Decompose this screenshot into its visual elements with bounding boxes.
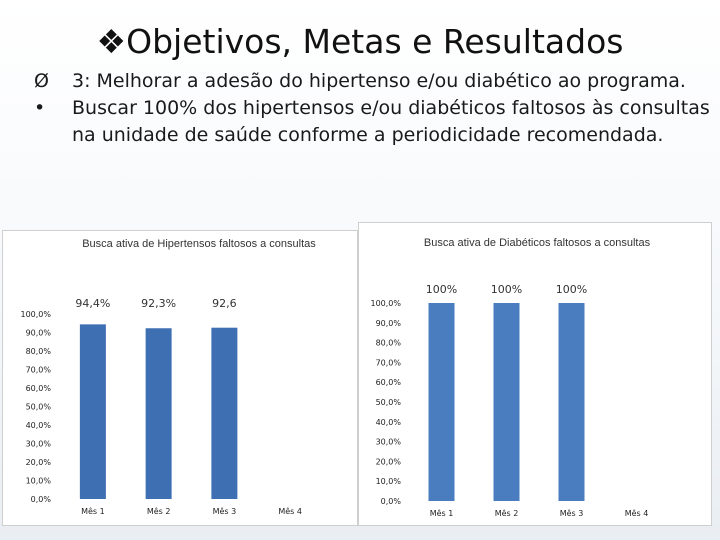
category-label: Mês 3 [213, 506, 237, 516]
dot-bullet-icon: • [34, 97, 46, 119]
slide-title-text: Objetivos, Metas e Resultados [126, 22, 624, 61]
chart-hipertensos: Busca ativa de Hipertensos faltosos a co… [2, 230, 358, 526]
y-tick-label: 60,0% [26, 384, 52, 393]
data-label: 100% [556, 283, 587, 296]
y-tick-label: 100,0% [370, 299, 401, 308]
bar [211, 327, 238, 499]
bar [428, 303, 455, 501]
y-tick-label: 80,0% [376, 339, 402, 348]
chart-title: Busca ativa de Diabéticos faltosos a con… [424, 237, 651, 249]
data-label: 100% [426, 283, 457, 296]
y-tick-label: 50,0% [26, 403, 52, 412]
slide-title: ❖Objetivos, Metas e Resultados [0, 22, 720, 61]
category-label: Mês 1 [81, 506, 105, 516]
y-tick-label: 30,0% [26, 440, 52, 449]
bullet-text: Buscar 100% dos hipertensos e/ou diabéti… [72, 97, 710, 146]
bullet-item: Ø 3: Melhorar a adesão do hipertenso e/o… [30, 68, 710, 95]
category-label: Mês 4 [278, 506, 302, 516]
chart-hipertensos-svg: Busca ativa de Hipertensos faltosos a co… [20, 238, 316, 516]
y-tick-label: 20,0% [376, 457, 402, 466]
bar [493, 303, 520, 501]
diamond-bullet-icon: ❖ [96, 22, 127, 61]
category-label: Mês 1 [430, 508, 454, 518]
data-label: 94,4% [75, 297, 110, 310]
y-tick-label: 0,0% [381, 497, 402, 506]
bar [558, 303, 585, 501]
category-label: Mês 4 [625, 508, 649, 518]
y-tick-label: 90,0% [26, 329, 52, 338]
category-label: Mês 2 [147, 506, 171, 516]
y-tick-label: 90,0% [376, 319, 402, 328]
y-tick-label: 100,0% [20, 310, 51, 319]
bar [145, 328, 172, 499]
chart-diabeticos: Busca ativa de Diabéticos faltosos a con… [358, 222, 712, 526]
y-tick-label: 0,0% [31, 495, 52, 504]
category-label: Mês 2 [495, 508, 519, 518]
arrow-bullet-icon: Ø [34, 70, 49, 92]
data-label: 92,6 [212, 297, 237, 310]
y-tick-label: 70,0% [26, 366, 52, 375]
bullet-list: Ø 3: Melhorar a adesão do hipertenso e/o… [30, 68, 710, 149]
y-tick-label: 40,0% [376, 418, 402, 427]
data-label: 100% [491, 283, 522, 296]
chart-diabeticos-svg: Busca ativa de Diabéticos faltosos a con… [370, 237, 651, 518]
y-tick-label: 10,0% [376, 477, 402, 486]
y-tick-label: 60,0% [376, 378, 402, 387]
data-label: 92,3% [141, 297, 176, 310]
category-label: Mês 3 [560, 508, 584, 518]
bar [79, 324, 106, 499]
y-tick-label: 80,0% [26, 347, 52, 356]
y-tick-label: 10,0% [26, 477, 52, 486]
bullet-text: 3: Melhorar a adesão do hipertenso e/ou … [72, 70, 686, 92]
y-tick-label: 20,0% [26, 458, 52, 467]
bullet-item: • Buscar 100% dos hipertensos e/ou diabé… [30, 95, 710, 149]
y-tick-label: 70,0% [376, 358, 402, 367]
y-tick-label: 40,0% [26, 421, 52, 430]
chart-title: Busca ativa de Hipertensos faltosos a co… [82, 238, 316, 250]
y-tick-label: 30,0% [376, 438, 402, 447]
y-tick-label: 50,0% [376, 398, 402, 407]
